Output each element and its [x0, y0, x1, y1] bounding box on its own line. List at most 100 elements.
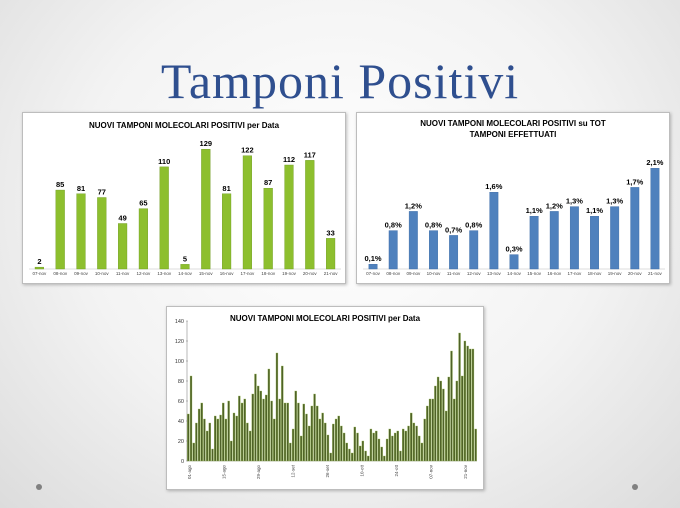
x-tick-label: 16-nov	[220, 271, 235, 276]
bar	[450, 350, 453, 462]
bar	[461, 375, 464, 462]
bar	[393, 432, 397, 462]
y-tick-label: 40	[178, 419, 184, 425]
bar	[404, 430, 407, 462]
bar	[353, 426, 356, 462]
data-label: 1,7%	[626, 177, 643, 186]
bar	[318, 418, 322, 462]
bar	[55, 189, 65, 270]
bar	[310, 405, 314, 462]
bar	[372, 432, 375, 462]
bar	[429, 230, 438, 270]
x-tick-label: 01-ago	[187, 465, 192, 480]
bar	[251, 393, 254, 462]
x-tick-label: 15-ago	[222, 465, 227, 480]
bar	[426, 405, 429, 462]
bar	[369, 428, 373, 462]
bar	[332, 423, 335, 462]
bar	[388, 428, 391, 462]
bar	[222, 402, 225, 462]
data-label: 117	[304, 150, 316, 159]
bar	[321, 412, 324, 462]
bar	[364, 450, 367, 462]
bar	[466, 345, 469, 462]
bar	[399, 450, 402, 462]
data-label: 87	[264, 178, 272, 187]
bar	[34, 266, 44, 270]
bar	[238, 395, 241, 462]
bar	[420, 442, 424, 462]
bar	[428, 398, 432, 462]
bar	[180, 264, 190, 270]
bar	[434, 385, 437, 462]
bar	[388, 230, 398, 270]
x-tick-label: 16-nov	[547, 271, 562, 276]
bar	[418, 435, 421, 462]
x-tick-label: 12-nov	[467, 271, 482, 276]
bar	[195, 422, 198, 462]
data-label: 81	[77, 184, 85, 193]
bar	[267, 368, 271, 462]
data-label: 0,1%	[365, 254, 382, 263]
bar	[340, 425, 343, 462]
data-label: 1,1%	[526, 206, 543, 215]
bar	[235, 415, 238, 462]
data-label: 2,1%	[646, 158, 663, 167]
data-label: 1,3%	[566, 197, 583, 206]
bar	[246, 422, 249, 462]
data-label: 1,2%	[405, 201, 422, 210]
data-label: 1,3%	[606, 197, 623, 206]
bar	[203, 418, 206, 462]
bar	[380, 446, 383, 462]
x-tick-label: 08-nov	[386, 271, 401, 276]
bar	[297, 402, 300, 462]
x-tick-label: 19-nov	[608, 271, 623, 276]
data-label: 81	[222, 184, 230, 193]
data-label: 2	[37, 257, 41, 266]
bar	[200, 402, 203, 462]
x-tick-label: 15-nov	[199, 271, 214, 276]
bar	[259, 390, 262, 462]
bar	[408, 211, 418, 270]
bar	[415, 425, 418, 462]
slide-title: Tamponi Positivi	[160, 53, 520, 109]
bar	[630, 187, 640, 270]
bar	[458, 332, 461, 462]
bar	[402, 428, 405, 462]
bar	[313, 393, 316, 462]
x-tick-label: 21-nov	[463, 464, 468, 479]
bar	[208, 422, 211, 462]
x-tick-label: 17-nov	[241, 271, 256, 276]
bar	[294, 390, 297, 462]
data-label: 110	[158, 157, 170, 166]
data-label: 85	[56, 180, 64, 189]
bar	[350, 452, 354, 462]
x-tick-label: 13-nov	[157, 271, 172, 276]
bar	[383, 455, 386, 462]
data-label: 65	[139, 199, 147, 208]
bar	[286, 402, 289, 462]
bar	[361, 440, 365, 462]
bar	[453, 398, 456, 462]
data-label: 33	[326, 228, 334, 237]
data-label: 122	[241, 146, 254, 155]
bar	[187, 413, 190, 462]
chart-title-line-1: NUOVI TAMPONI MOLECOLARI POSITIVI su TOT	[420, 119, 606, 128]
bar	[316, 405, 319, 462]
x-tick-label: 21-nov	[648, 271, 663, 276]
bar	[442, 388, 445, 462]
x-tick-label: 19-nov	[282, 271, 297, 276]
chart-title: NUOVI TAMPONI MOLECOLARI POSITIVI per Da…	[89, 121, 280, 130]
data-label: 77	[98, 188, 106, 197]
y-tick-label: 100	[175, 359, 184, 365]
x-tick-label: 07-nov	[366, 271, 381, 276]
data-label: 112	[283, 155, 295, 164]
x-tick-label: 20-nov	[628, 271, 643, 276]
bar	[469, 348, 472, 462]
bar	[431, 398, 434, 462]
bar	[348, 448, 351, 462]
y-tick-label: 140	[175, 319, 184, 325]
bar	[410, 412, 413, 462]
bar	[240, 402, 244, 462]
bar	[205, 430, 209, 462]
